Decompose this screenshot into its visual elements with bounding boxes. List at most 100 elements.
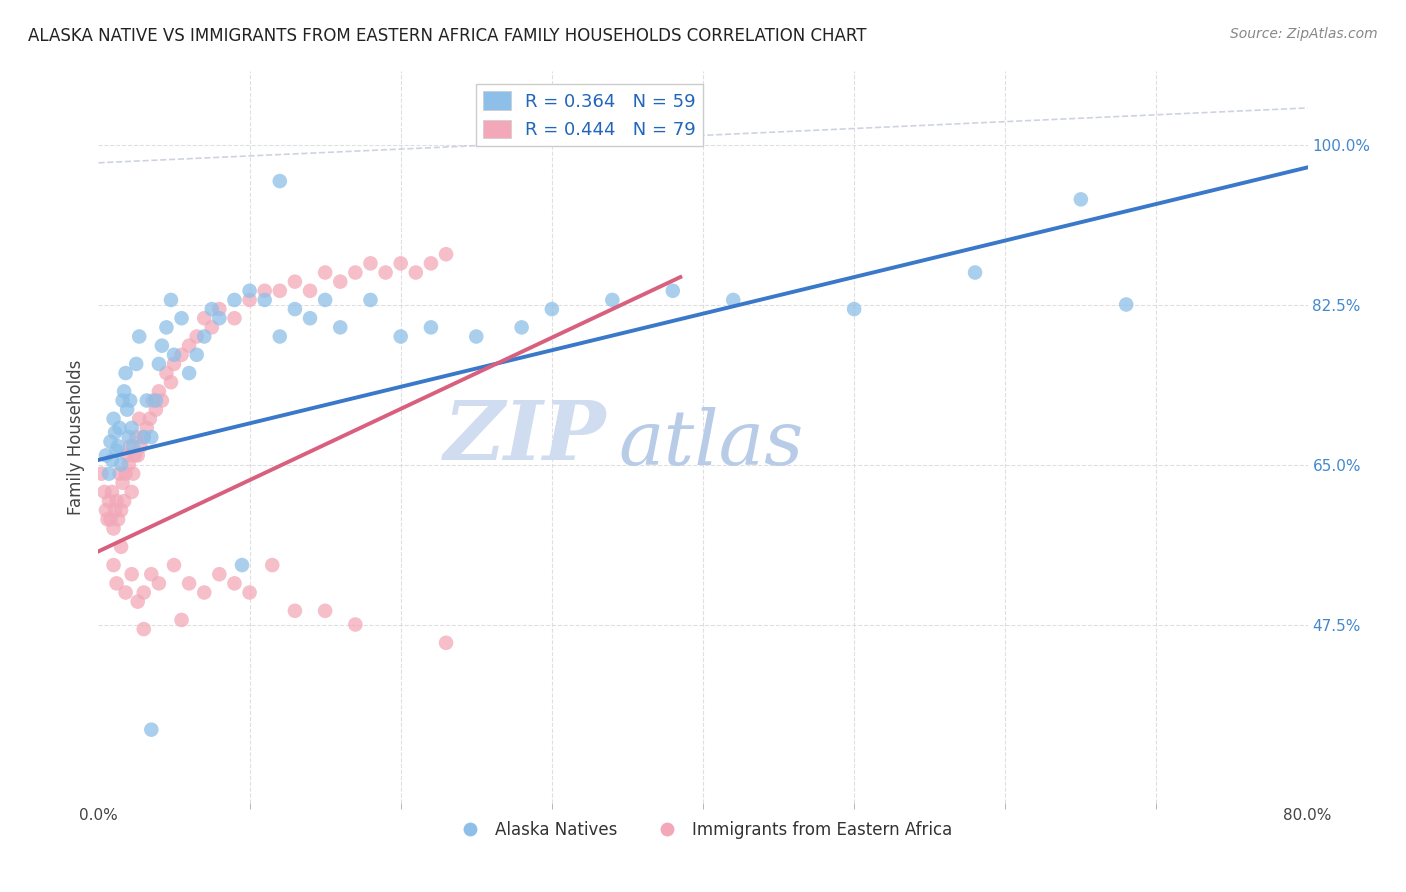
Point — [135, 393, 157, 408]
Point — [465, 329, 488, 343]
Point — [145, 402, 167, 417]
Point — [602, 293, 624, 307]
Point — [723, 293, 745, 307]
Point — [122, 439, 145, 453]
Point — [115, 402, 138, 417]
Point — [224, 576, 246, 591]
Point — [201, 320, 224, 334]
Point — [239, 585, 262, 599]
Point — [269, 329, 291, 343]
Point — [299, 311, 322, 326]
Point — [141, 567, 163, 582]
Point — [299, 284, 322, 298]
Point — [965, 266, 987, 280]
Point — [93, 485, 115, 500]
Point — [90, 467, 112, 481]
Point — [150, 393, 173, 408]
Point — [163, 558, 186, 573]
Point — [110, 540, 132, 554]
Point — [132, 430, 155, 444]
Point — [114, 467, 136, 481]
Point — [121, 567, 143, 582]
Point — [112, 494, 135, 508]
Point — [103, 521, 125, 535]
Point — [101, 453, 124, 467]
Point — [98, 494, 121, 508]
Point — [110, 458, 132, 472]
Point — [114, 585, 136, 599]
Point — [160, 293, 183, 307]
Point — [193, 311, 215, 326]
Point — [132, 622, 155, 636]
Point — [224, 311, 246, 326]
Point — [389, 329, 412, 343]
Point — [104, 425, 127, 440]
Point — [284, 275, 307, 289]
Point — [163, 357, 186, 371]
Point — [107, 439, 129, 453]
Point — [661, 284, 683, 298]
Point — [329, 320, 352, 334]
Point — [420, 256, 443, 270]
Point — [224, 293, 246, 307]
Point — [163, 348, 186, 362]
Point — [420, 320, 443, 334]
Point — [108, 467, 131, 481]
Point — [434, 636, 457, 650]
Point — [844, 301, 866, 317]
Point — [96, 512, 118, 526]
Point — [239, 293, 262, 307]
Point — [111, 475, 134, 490]
Point — [120, 439, 142, 453]
Point — [148, 357, 170, 371]
Point — [111, 393, 134, 408]
Point — [122, 467, 145, 481]
Point — [1070, 193, 1092, 207]
Text: atlas: atlas — [619, 408, 804, 482]
Point — [179, 366, 201, 380]
Point — [120, 393, 142, 408]
Point — [179, 576, 201, 591]
Point — [118, 458, 141, 472]
Point — [434, 247, 457, 261]
Point — [201, 301, 224, 317]
Point — [105, 494, 128, 508]
Point — [124, 448, 146, 462]
Point — [148, 384, 170, 399]
Point — [98, 467, 121, 481]
Legend: Alaska Natives, Immigrants from Eastern Africa: Alaska Natives, Immigrants from Eastern … — [447, 814, 959, 846]
Point — [239, 284, 262, 298]
Point — [360, 256, 382, 270]
Point — [155, 366, 177, 380]
Point — [148, 576, 170, 591]
Y-axis label: Family Households: Family Households — [66, 359, 84, 515]
Point — [127, 448, 149, 462]
Point — [129, 439, 152, 453]
Point — [253, 293, 276, 307]
Point — [208, 567, 231, 582]
Point — [128, 329, 150, 343]
Point — [314, 293, 336, 307]
Point — [344, 266, 367, 280]
Point — [100, 512, 122, 526]
Point — [94, 503, 117, 517]
Point — [344, 617, 367, 632]
Point — [193, 585, 215, 599]
Point — [170, 613, 193, 627]
Point — [110, 503, 132, 517]
Point — [103, 412, 125, 426]
Point — [160, 376, 183, 390]
Point — [186, 329, 208, 343]
Point — [118, 430, 141, 444]
Point — [121, 421, 143, 435]
Point — [107, 512, 129, 526]
Point — [284, 301, 307, 317]
Point — [105, 576, 128, 591]
Point — [101, 485, 124, 500]
Point — [105, 443, 128, 458]
Point — [141, 430, 163, 444]
Point — [103, 558, 125, 573]
Point — [141, 723, 163, 737]
Point — [540, 301, 562, 317]
Text: ALASKA NATIVE VS IMMIGRANTS FROM EASTERN AFRICA FAMILY HOUSEHOLDS CORRELATION CH: ALASKA NATIVE VS IMMIGRANTS FROM EASTERN… — [28, 27, 866, 45]
